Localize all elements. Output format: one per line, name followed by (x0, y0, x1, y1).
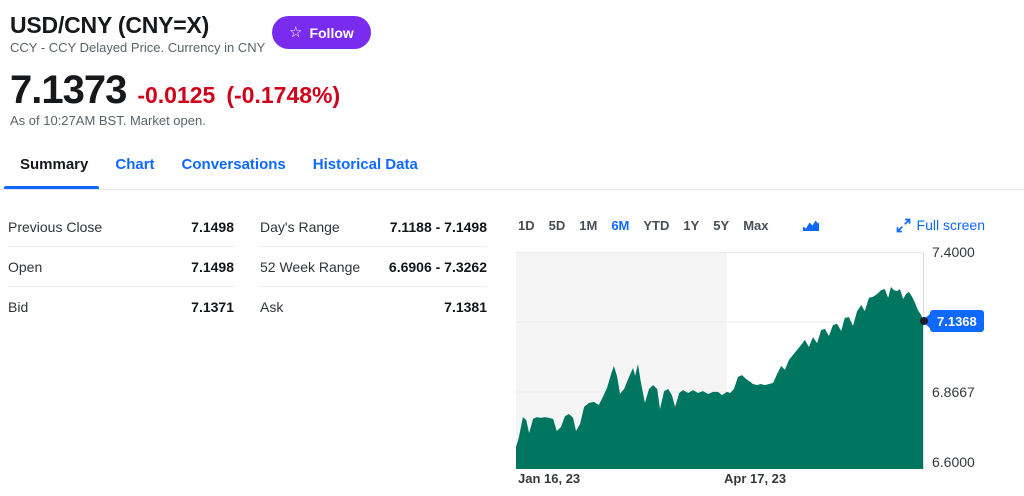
range-button-1y[interactable]: 1Y (683, 217, 700, 233)
stat-label: Day's Range (260, 218, 340, 235)
stat-label: Previous Close (8, 218, 103, 235)
price-change: -0.0125 (137, 82, 216, 108)
fullscreen-button[interactable]: Full screen (896, 217, 985, 233)
stats-column-left: Previous Close 7.1498 Open 7.1498 Bid 7.… (8, 207, 234, 327)
stat-label: 52 Week Range (260, 258, 361, 275)
range-button-max[interactable]: Max (743, 217, 769, 233)
stat-value: 7.1381 (444, 299, 487, 315)
follow-button[interactable]: ☆ Follow (272, 16, 371, 49)
stat-label: Ask (260, 299, 284, 315)
current-price: 7.1373 (10, 68, 127, 112)
fullscreen-label: Full screen (916, 217, 985, 233)
quote-subtitle: CCY - CCY Delayed Price. Currency in CNY (10, 40, 266, 55)
range-button-5y[interactable]: 5Y (713, 217, 730, 233)
price-chart-svg[interactable] (516, 252, 924, 469)
stat-value: 7.1498 (191, 258, 234, 275)
follow-button-label: Follow (309, 24, 354, 41)
range-button-1d[interactable]: 1D (518, 217, 535, 233)
tab-bar: Summary Chart Conversations Historical D… (20, 156, 418, 173)
stat-value: 7.1371 (191, 299, 234, 315)
tab-summary[interactable]: Summary (20, 156, 89, 173)
last-price-dot (920, 317, 928, 326)
tabs-divider (0, 189, 1024, 190)
range-button-ytd[interactable]: YTD (643, 217, 670, 233)
stat-value: 7.1498 (191, 218, 234, 235)
range-button-6m[interactable]: 6M (611, 217, 630, 233)
price-row: 7.1373 -0.0125 (-0.1748%) (10, 68, 340, 113)
expand-arrows-icon (896, 218, 910, 232)
last-price-badge: 7.1368 (922, 310, 984, 333)
stat-row-52-week-range: 52 Week Range 6.6906 - 7.3262 (260, 247, 487, 287)
range-button-1m[interactable]: 1M (579, 217, 598, 233)
page-title: USD/CNY (CNY=X) (10, 12, 210, 38)
active-tab-underline (4, 186, 99, 190)
price-change-percent: (-0.1748%) (226, 82, 341, 108)
range-button-5d[interactable]: 5D (548, 217, 566, 233)
chart-range-toolbar: 1D 5D 1M 6M YTD 1Y 5Y Max Full screen (518, 217, 985, 233)
as-of-timestamp: As of 10:27AM BST. Market open. (10, 113, 206, 128)
stat-value: 7.1188 - 7.1498 (389, 218, 487, 235)
stat-row-days-range: Day's Range 7.1188 - 7.1498 (260, 207, 487, 247)
stat-row-bid: Bid 7.1371 (8, 287, 234, 327)
stat-value: 6.6906 - 7.3262 (388, 258, 487, 275)
y-axis-tick-label: 7.4000 (932, 244, 975, 260)
area-chart-icon[interactable] (802, 219, 820, 232)
tab-conversations[interactable]: Conversations (181, 156, 286, 173)
star-icon: ☆ (289, 24, 303, 41)
stat-row-ask: Ask 7.1381 (260, 287, 487, 327)
stats-column-right: Day's Range 7.1188 - 7.1498 52 Week Rang… (260, 207, 487, 327)
stat-label: Bid (8, 299, 29, 315)
stat-row-previous-close: Previous Close 7.1498 (8, 207, 234, 247)
tab-chart[interactable]: Chart (115, 156, 155, 173)
stat-row-open: Open 7.1498 (8, 247, 234, 287)
x-axis-tick-label: Apr 17, 23 (724, 471, 787, 486)
y-axis-tick-label: 6.8667 (932, 383, 975, 400)
tab-historical-data[interactable]: Historical Data (312, 156, 418, 173)
y-axis-tick-label: 6.6000 (932, 454, 975, 470)
x-axis-tick-label: Jan 16, 23 (518, 471, 581, 486)
stat-label: Open (8, 258, 43, 275)
